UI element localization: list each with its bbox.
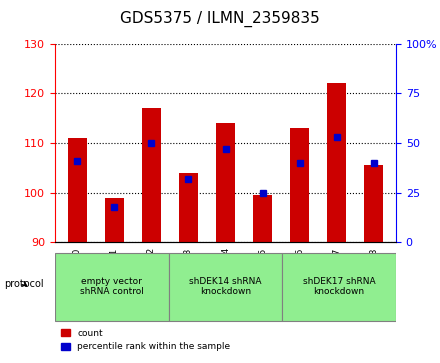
Bar	[327, 83, 346, 242]
Bar	[105, 197, 124, 242]
Text: GDS5375 / ILMN_2359835: GDS5375 / ILMN_2359835	[120, 11, 320, 27]
Text: protocol: protocol	[4, 279, 44, 289]
Bar	[253, 195, 272, 242]
Bar	[290, 128, 309, 242]
Legend: count, percentile rank within the sample: count, percentile rank within the sample	[57, 325, 234, 355]
Bar	[364, 165, 383, 242]
Bar	[68, 138, 87, 242]
FancyBboxPatch shape	[55, 253, 169, 322]
FancyBboxPatch shape	[169, 253, 282, 322]
Text: shDEK14 shRNA
knockdown: shDEK14 shRNA knockdown	[189, 277, 262, 297]
FancyBboxPatch shape	[282, 253, 396, 322]
Text: empty vector
shRNA control: empty vector shRNA control	[80, 277, 144, 297]
Text: shDEK17 shRNA
knockdown: shDEK17 shRNA knockdown	[303, 277, 375, 297]
Bar	[142, 108, 161, 242]
Bar	[179, 173, 198, 242]
Bar	[216, 123, 235, 242]
